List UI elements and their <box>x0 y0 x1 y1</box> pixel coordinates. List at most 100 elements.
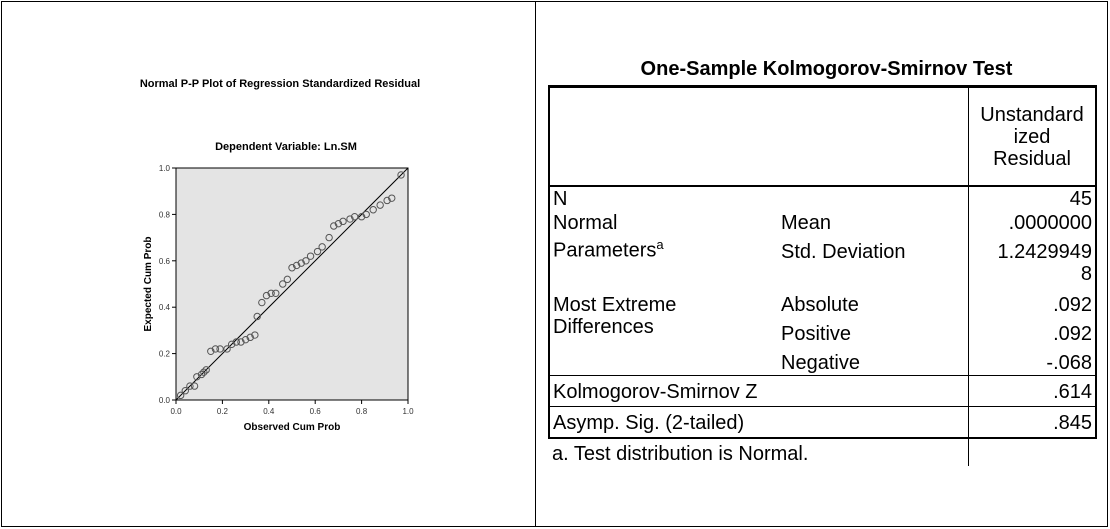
x-tick-label: 0.8 <box>356 407 368 416</box>
data-point <box>297 259 305 267</box>
sd-value-line-1: 1.2429949 <box>997 241 1092 263</box>
row-negative-label: Negative <box>781 352 860 374</box>
data-point <box>357 213 366 221</box>
row-ks-z-label: Kolmogorov-Smirnov Z <box>548 375 969 407</box>
row-n-blank <box>778 185 969 211</box>
data-point <box>251 331 259 339</box>
header-empty-cell-2 <box>778 85 969 186</box>
data-point <box>339 217 347 226</box>
footnote-blank <box>968 438 1096 466</box>
header-line-3: Residual <box>993 147 1071 170</box>
data-point <box>306 252 315 260</box>
header-line-1: Unstandard <box>980 103 1084 126</box>
data-point <box>186 382 194 390</box>
row-n-label: N <box>548 185 778 211</box>
data-point <box>283 275 292 284</box>
row-normal-parameters-label: Normal Parametersa <box>548 211 778 286</box>
data-point <box>227 340 236 349</box>
row-asymp-sig-label: Asymp. Sig. (2-tailed) <box>548 406 969 439</box>
data-point <box>216 345 224 353</box>
y-tick-label: 0.4 <box>159 303 171 312</box>
header-empty-cell-1 <box>548 85 778 186</box>
x-axis-label: Observed Cum Prob <box>244 422 341 433</box>
row-sd-value: 1.2429949 8 <box>968 235 1097 286</box>
data-point <box>369 206 377 214</box>
data-point <box>376 201 384 209</box>
data-point <box>211 345 220 353</box>
data-point <box>279 280 287 288</box>
normal-label-line-2: Parametersa <box>553 234 775 262</box>
row-absolute-value: .092 <box>968 286 1097 317</box>
data-point <box>193 373 201 381</box>
normal-label-line-1: Normal <box>553 212 618 234</box>
data-point <box>253 312 261 321</box>
y-tick-label: 0.2 <box>159 350 171 359</box>
data-point <box>292 261 301 270</box>
row-asymp-sig-value: .845 <box>968 406 1097 439</box>
data-point <box>176 391 185 400</box>
data-point <box>334 219 343 228</box>
data-point <box>350 213 359 221</box>
chart-title: Normal P-P Plot of Regression Standardiz… <box>140 78 420 90</box>
row-n-value: 45 <box>968 185 1097 211</box>
y-tick-label: 1.0 <box>159 164 171 173</box>
data-point <box>267 289 275 297</box>
frame-divider <box>535 1 536 527</box>
data-point <box>232 338 241 346</box>
row-positive-label: Positive <box>781 323 852 345</box>
ks-table: Unstandard ized Residual N 45 Normal Par… <box>548 85 1097 466</box>
data-point <box>325 233 333 242</box>
data-point <box>223 345 231 353</box>
data-point <box>207 347 215 355</box>
data-point <box>258 298 266 307</box>
y-tick-label: 0.6 <box>159 257 171 266</box>
y-tick-label: 0.8 <box>159 210 171 219</box>
data-point <box>346 215 354 223</box>
data-point <box>318 243 326 251</box>
normal-label-text: Parameters <box>553 239 657 262</box>
row-mean-value: .0000000 <box>968 211 1097 235</box>
pp-plot-chart: Normal P-P Plot of Regression Standardiz… <box>140 78 420 433</box>
data-point <box>388 194 396 202</box>
row-most-extreme-label: Most Extreme Differences <box>548 286 778 376</box>
data-point <box>362 210 370 219</box>
data-point <box>202 366 210 374</box>
data-point <box>330 222 338 230</box>
data-point <box>262 291 271 300</box>
data-point <box>237 338 245 346</box>
extreme-label-line-1: Most Extreme <box>553 294 677 316</box>
x-tick-label: 1.0 <box>402 407 414 416</box>
data-point <box>200 368 208 376</box>
x-tick-label: 0.4 <box>263 407 275 416</box>
footnote-marker: a <box>656 237 664 252</box>
chart-subtitle: Dependent Variable: Ln.SM <box>215 141 357 153</box>
extreme-label-line-2: Differences <box>553 316 654 338</box>
header-unstandardized-residual: Unstandard ized Residual <box>968 85 1097 186</box>
data-point <box>313 247 322 256</box>
row-absolute-label: Absolute <box>781 294 859 316</box>
x-tick-label: 0.2 <box>217 407 229 416</box>
data-point <box>190 382 199 390</box>
table-footnote: a. Test distribution is Normal. <box>552 443 809 465</box>
data-point <box>246 333 254 342</box>
y-tick-label: 0.0 <box>159 396 171 405</box>
data-point <box>397 171 405 179</box>
row-mean-label: Mean <box>781 212 832 234</box>
x-tick-label: 0.6 <box>310 407 322 416</box>
table-title: One-Sample Kolmogorov-Smirnov Test <box>640 58 1013 80</box>
sd-value-line-2: 8 <box>1080 263 1092 285</box>
data-point <box>272 289 280 297</box>
data-point <box>288 264 296 272</box>
row-ks-z-value: .614 <box>968 375 1097 407</box>
row-sd-label: Std. Deviation <box>781 241 906 263</box>
row-negative-value: -.068 <box>968 346 1097 376</box>
data-point <box>241 335 250 344</box>
header-line-2: ized <box>1013 125 1051 148</box>
data-point <box>302 257 310 265</box>
data-point <box>197 370 206 379</box>
row-positive-value: .092 <box>968 317 1097 346</box>
x-tick-label: 0.0 <box>170 407 182 416</box>
data-point <box>181 387 189 395</box>
reference-line <box>175 167 409 401</box>
